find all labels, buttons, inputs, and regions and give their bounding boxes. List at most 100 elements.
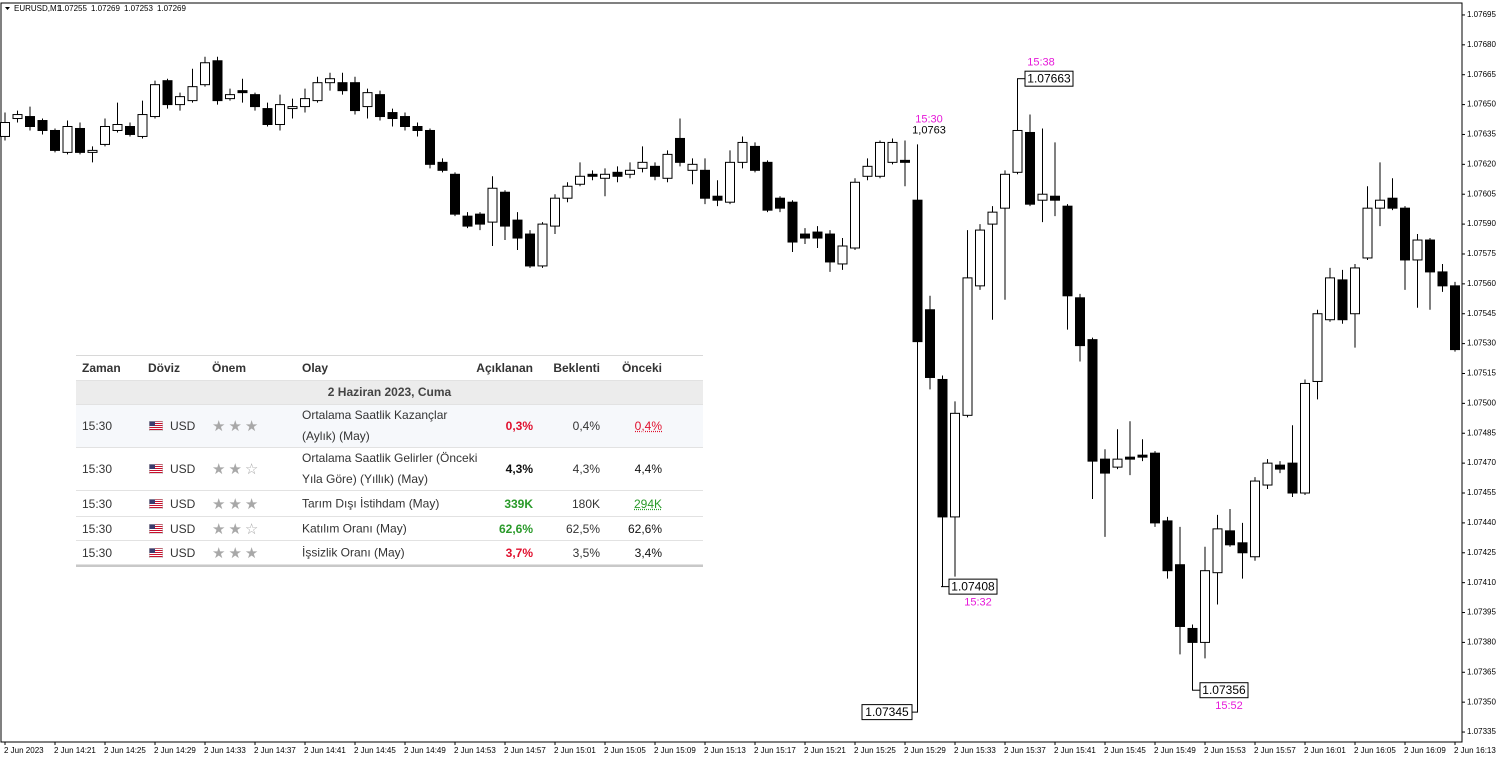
candle-body-bear bbox=[712, 195, 723, 201]
y-tick-label: 1.07395 bbox=[1467, 608, 1496, 617]
previous: 62,6% bbox=[627, 521, 662, 536]
flag-stripe bbox=[149, 555, 163, 557]
candle-body-bull bbox=[575, 175, 585, 185]
y-tick-label: 1.07410 bbox=[1467, 578, 1496, 587]
x-tick-label: 2 Jun 15:05 bbox=[604, 746, 646, 755]
flag-border bbox=[149, 421, 163, 431]
actual: 0,3% bbox=[505, 419, 533, 433]
y-tick-label: 1.07365 bbox=[1467, 667, 1496, 676]
candle-body-bull bbox=[175, 96, 185, 106]
flag-stripe bbox=[149, 502, 163, 504]
y-tick-label: 1.07515 bbox=[1467, 369, 1496, 378]
flag-canton bbox=[149, 464, 155, 469]
candle-body-bear bbox=[525, 233, 535, 267]
column-header: Zaman bbox=[82, 361, 121, 375]
plot-frame bbox=[0, 2, 1463, 743]
candle-body-bear bbox=[750, 145, 760, 171]
x-tick-label: 2 Jun 16:05 bbox=[1354, 746, 1396, 755]
forecast: 180K bbox=[571, 496, 600, 511]
candle-body-bear bbox=[1337, 279, 1348, 321]
candle-body-bear bbox=[425, 129, 435, 165]
candle-body-bull bbox=[862, 165, 873, 177]
y-tick-label: 1.07665 bbox=[1467, 70, 1496, 79]
candle-body-bull bbox=[112, 124, 123, 131]
candle-body-bull bbox=[1350, 267, 1360, 315]
candle-body-bull bbox=[1325, 277, 1335, 321]
candle-body-bear bbox=[675, 137, 685, 163]
flag-icon bbox=[149, 523, 163, 534]
flag-icon bbox=[149, 421, 163, 431]
candle-body-bull bbox=[737, 141, 748, 163]
candle-body-bear bbox=[1137, 454, 1148, 458]
flag-icon bbox=[149, 464, 163, 474]
annotation-box bbox=[948, 578, 998, 595]
candle-body-bear bbox=[1125, 456, 1135, 460]
importance-stars: ★★☆ bbox=[212, 461, 262, 478]
flag-canton bbox=[149, 547, 155, 553]
candle-body-bear bbox=[437, 161, 448, 171]
candle-body-bear bbox=[125, 125, 135, 135]
candle-body-bear bbox=[900, 159, 910, 163]
x-tick-label: 2 Jun 15:53 bbox=[1204, 746, 1246, 755]
header-value: 1.07253 bbox=[124, 4, 153, 13]
candle-body-bear bbox=[925, 309, 935, 378]
previous: 294K bbox=[633, 496, 662, 511]
currency: USD bbox=[170, 545, 196, 560]
candle-body-bull bbox=[0, 122, 10, 137]
candle-body-bear bbox=[1450, 285, 1460, 351]
candle-body-bull bbox=[625, 169, 635, 175]
event-row: 15:30 USD ★★☆ Katılım Oranı (May) 62,6% 62,5%… bbox=[76, 517, 703, 541]
column-header: Beklenti bbox=[553, 361, 600, 375]
flag-stripe bbox=[149, 529, 163, 531]
actual: 339K bbox=[504, 496, 533, 511]
candle-body-bull bbox=[487, 187, 498, 223]
candle-body-bull bbox=[987, 211, 998, 225]
flag-stripe bbox=[149, 468, 163, 469]
y-tick-label: 1.07695 bbox=[1467, 10, 1496, 19]
previous: 0,4% bbox=[634, 419, 662, 433]
candle-body-bull bbox=[12, 114, 23, 120]
x-tick-label: 2 Jun 14:25 bbox=[104, 746, 146, 755]
candle-body-bear bbox=[1425, 239, 1435, 273]
menu-icon[interactable] bbox=[5, 7, 10, 10]
annotation-time: 15:32 bbox=[964, 597, 992, 609]
flag-border bbox=[149, 498, 163, 509]
y-tick-label: 1.07485 bbox=[1467, 428, 1496, 437]
x-tick-label: 2 Jun 15:37 bbox=[1004, 746, 1046, 755]
candle-body-bear bbox=[1287, 462, 1298, 494]
candle-body-bear bbox=[50, 129, 60, 151]
candle-body-bull bbox=[875, 141, 885, 177]
event: Ortalama Saatlik Kazançlar (Aylık) (May) bbox=[302, 408, 448, 443]
candle-body-bull bbox=[562, 185, 573, 199]
x-tick-label: 2 Jun 15:13 bbox=[704, 746, 746, 755]
currency: USD bbox=[170, 521, 196, 536]
y-tick-label: 1.07545 bbox=[1467, 309, 1496, 318]
candle-body-bear bbox=[775, 197, 785, 209]
x-tick-label: 2 Jun 15:01 bbox=[554, 746, 596, 755]
x-tick-label: 2 Jun 15:25 bbox=[854, 746, 896, 755]
candle-body-bear bbox=[1062, 205, 1073, 297]
importance-stars: ★★★ bbox=[212, 495, 262, 513]
currency: USD bbox=[170, 496, 196, 511]
flag-icon bbox=[149, 498, 163, 509]
y-tick-label: 1.07350 bbox=[1467, 697, 1496, 706]
y-tick-label: 1.07380 bbox=[1467, 638, 1496, 647]
event: Ortalama Saatlik Gelirler (Önceki Yıla G… bbox=[302, 451, 478, 486]
candle-body-bear bbox=[700, 169, 710, 199]
flag-border bbox=[149, 464, 163, 474]
event-row: 15:30 USD ★★☆ Ortalama Saatlik Gelirler (Ön… bbox=[76, 448, 703, 491]
candle-body-bull bbox=[312, 82, 323, 102]
candle-body-bull bbox=[225, 94, 235, 100]
x-tick-label: 2 Jun 14:29 bbox=[154, 746, 196, 755]
candle-body-bear bbox=[825, 233, 835, 263]
candle-body-bear bbox=[812, 231, 823, 239]
candle-body-bull bbox=[887, 141, 898, 163]
x-tick-label: 2 Jun 16:01 bbox=[1304, 746, 1346, 755]
flag-stripe bbox=[149, 423, 163, 424]
importance-stars: ★★★ bbox=[212, 544, 262, 562]
candle-body-bull bbox=[1037, 193, 1048, 201]
x-tick-label: 2 Jun 15:33 bbox=[954, 746, 996, 755]
x-tick-label: 2 Jun 14:41 bbox=[304, 746, 346, 755]
flag-stripe bbox=[149, 506, 163, 508]
